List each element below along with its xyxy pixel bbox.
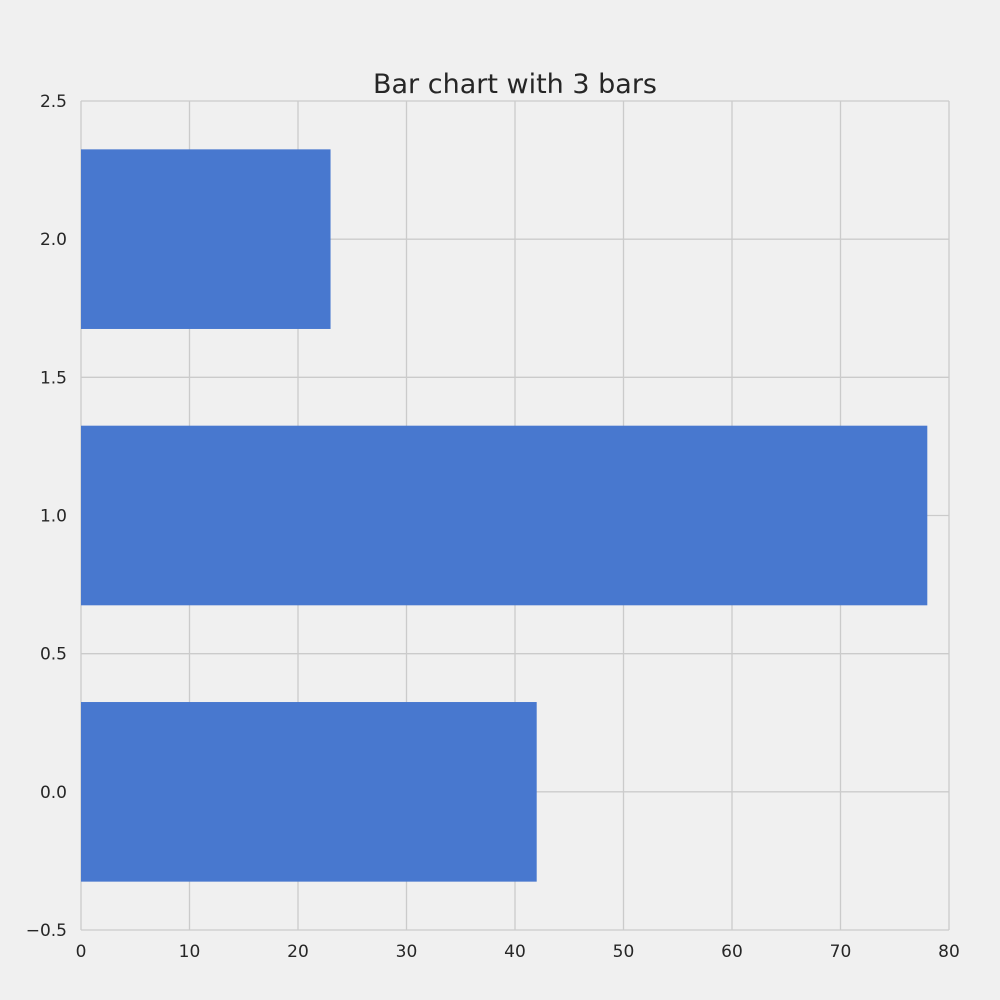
- x-tick-label: 50: [613, 942, 635, 962]
- chart-title: Bar chart with 3 bars: [373, 69, 657, 100]
- y-tick-label: −0.5: [26, 921, 67, 941]
- y-tick-label: 2.0: [40, 230, 67, 250]
- y-axis-ticks: −0.5 0.0 0.5 1.0 1.5 2.0 2.5: [26, 92, 67, 941]
- y-tick-label: 1.0: [40, 507, 67, 527]
- x-tick-label: 60: [721, 942, 743, 962]
- bar-2: [81, 149, 331, 329]
- x-tick-label: 10: [179, 942, 201, 962]
- x-tick-label: 0: [76, 942, 87, 962]
- x-tick-label: 80: [938, 942, 960, 962]
- x-axis-ticks: 0 10 20 30 40 50 60 70 80: [76, 942, 960, 962]
- y-tick-label: 2.5: [40, 92, 67, 112]
- x-tick-label: 40: [504, 942, 526, 962]
- x-tick-label: 30: [396, 942, 418, 962]
- bar-0: [81, 702, 537, 882]
- x-tick-label: 20: [287, 942, 309, 962]
- y-tick-label: 0.0: [40, 783, 67, 803]
- bar-1: [81, 425, 928, 606]
- x-tick-label: 70: [830, 942, 852, 962]
- y-tick-label: 1.5: [40, 368, 67, 388]
- bars: [81, 149, 928, 882]
- y-tick-label: 0.5: [40, 645, 67, 665]
